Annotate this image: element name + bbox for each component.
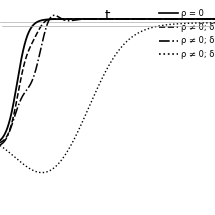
Legend: ρ = 0, ρ ≠ 0; δ, ρ ≠ 0; δ, ρ ≠ 0; δ: ρ = 0, ρ ≠ 0; δ, ρ ≠ 0; δ, ρ ≠ 0; δ [158, 8, 215, 60]
Text: t: t [105, 9, 110, 23]
